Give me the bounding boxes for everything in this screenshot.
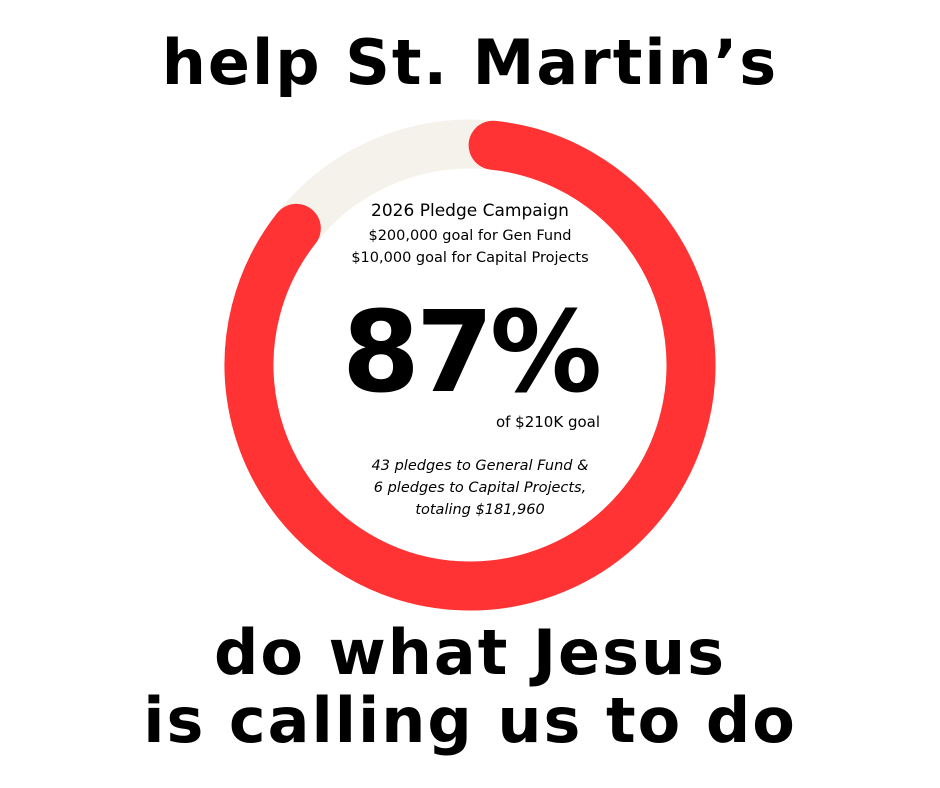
progress-arc <box>224 120 716 611</box>
campaign-title: 2026 Pledge Campaign <box>371 201 569 221</box>
capital-goal: $10,000 goal for Capital Projects <box>351 250 589 266</box>
gen-fund-goal: $200,000 goal for Gen Fund <box>368 228 572 244</box>
pledges-line-2: 6 pledges to Capital Projects, <box>373 480 587 496</box>
headline-bottom-1: do what Jesus <box>213 616 727 689</box>
percent-complete: 87% <box>341 288 602 418</box>
of-goal-label: of $210K goal <box>495 413 600 431</box>
headline-top: help St. Martin’s <box>161 26 779 99</box>
headline-bottom-2: is calling us to do <box>143 684 797 757</box>
pledges-total: totaling $181,960 <box>415 502 545 518</box>
pledges-line-1: 43 pledges to General Fund & <box>371 458 589 474</box>
